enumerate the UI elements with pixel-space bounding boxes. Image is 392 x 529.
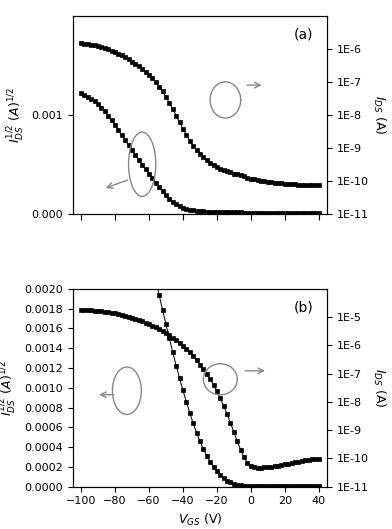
Y-axis label: $I_{DS}^{1/2}$ $(A)^{1/2}$: $I_{DS}^{1/2}$ $(A)^{1/2}$ xyxy=(5,87,25,143)
Text: (a): (a) xyxy=(294,28,314,42)
Y-axis label: $I_{DS}^{1/2}$ $(A)^{1/2}$: $I_{DS}^{1/2}$ $(A)^{1/2}$ xyxy=(0,360,18,416)
X-axis label: $V_{GS}$ (V): $V_{GS}$ (V) xyxy=(178,512,222,528)
Y-axis label: $I_{DS}$ (A): $I_{DS}$ (A) xyxy=(371,95,387,134)
Text: (b): (b) xyxy=(294,300,314,315)
Y-axis label: $I_{DS}$ (A): $I_{DS}$ (A) xyxy=(371,368,387,407)
